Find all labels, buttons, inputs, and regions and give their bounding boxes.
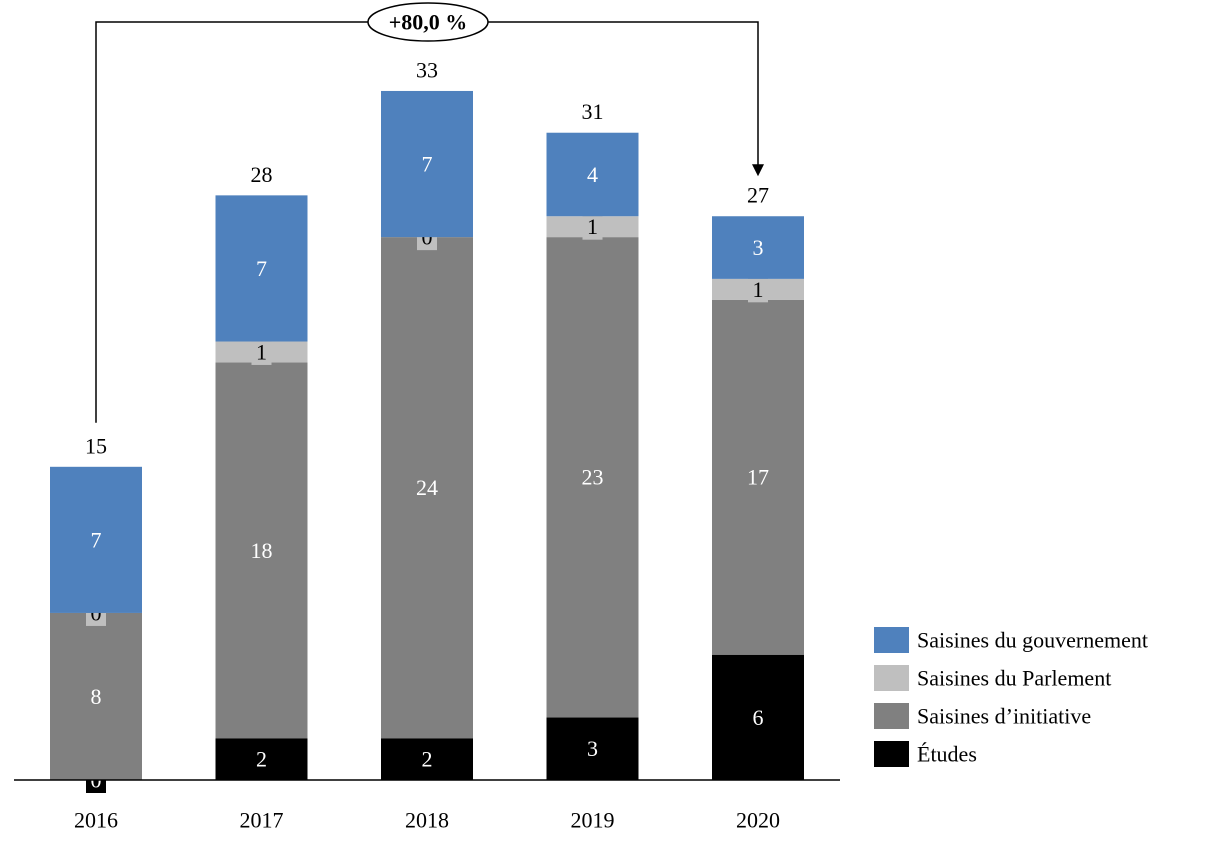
- data-label: 6: [753, 705, 764, 730]
- legend-label: Saisines du gouvernement: [917, 628, 1148, 653]
- data-label: 7: [91, 527, 102, 552]
- data-label: 7: [422, 152, 433, 177]
- data-label: 2: [422, 747, 433, 772]
- bar-segment: [712, 299, 804, 655]
- bar-segment: [546, 717, 639, 780]
- bar-segment: [50, 466, 142, 613]
- growth-annotation: +80,0 %: [95, 2, 764, 423]
- legend-swatch: [874, 627, 909, 653]
- legend-swatch: [874, 741, 909, 767]
- x-tick-label: 2019: [571, 808, 615, 833]
- data-label: 2: [256, 747, 267, 772]
- data-label-box: [748, 276, 768, 303]
- bar-segment: [712, 654, 804, 780]
- bars-layer: 080721817224073231461713: [50, 90, 804, 793]
- total-label: 15: [85, 433, 107, 458]
- bar-segment: [215, 738, 308, 780]
- x-tick-label: 2017: [240, 808, 284, 833]
- legend-label: Saisines du Parlement: [917, 666, 1111, 691]
- data-label: 3: [587, 736, 598, 761]
- data-label: 0: [91, 600, 102, 625]
- legend-swatch: [874, 703, 909, 729]
- x-tick-label: 2016: [74, 808, 118, 833]
- arrow-head-icon: [752, 164, 764, 177]
- total-label: 27: [747, 183, 769, 208]
- bar-segment: [215, 195, 308, 342]
- legend-swatch: [874, 665, 909, 691]
- data-label: 1: [587, 214, 598, 239]
- data-label: 4: [587, 162, 598, 187]
- data-label: 1: [753, 277, 764, 302]
- legend: Saisines du gouvernement Saisines du Parl…: [874, 627, 1148, 767]
- data-label-box: [582, 213, 603, 240]
- total-label: 31: [582, 99, 604, 124]
- bar-segment: [50, 612, 142, 780]
- data-label: 18: [251, 538, 273, 563]
- data-label: 3: [753, 235, 764, 260]
- x-tick-label: 2018: [405, 808, 449, 833]
- data-label: 24: [416, 475, 438, 500]
- x-tick-labels: 2016 2017 2018 2019 2020: [74, 808, 780, 833]
- bar-segment: [215, 362, 308, 739]
- data-label: 1: [256, 339, 267, 364]
- x-tick-label: 2020: [736, 808, 780, 833]
- data-label: 8: [91, 684, 102, 709]
- total-label: 28: [251, 162, 273, 187]
- growth-badge: [367, 2, 489, 42]
- bar-segment: [381, 738, 473, 780]
- data-label-box: [251, 338, 272, 365]
- growth-label: +80,0 %: [389, 10, 468, 35]
- data-label: 7: [256, 256, 267, 281]
- data-label: 17: [747, 465, 769, 490]
- bar-segment: [712, 216, 804, 279]
- total-label: 33: [416, 57, 438, 82]
- bar-segment: [381, 90, 473, 238]
- bar-segment: [381, 237, 473, 739]
- legend-label: Saisines d’initiative: [917, 704, 1091, 729]
- data-label: 23: [582, 465, 604, 490]
- bar-segment: [546, 237, 639, 718]
- legend-label: Études: [917, 742, 977, 767]
- bar-segment: [546, 132, 639, 217]
